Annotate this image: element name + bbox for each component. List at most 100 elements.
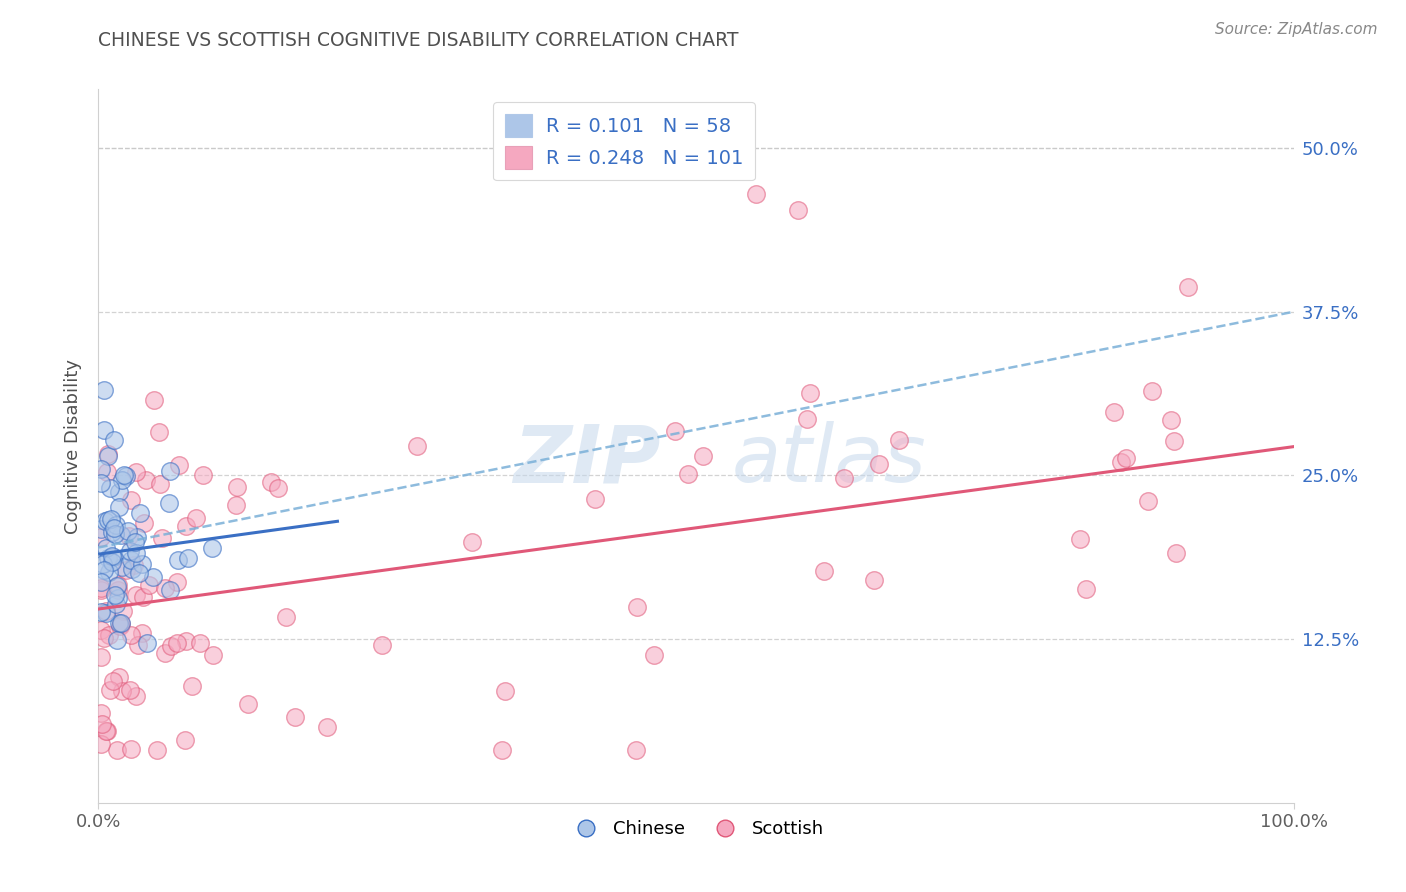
Point — [120, 492, 142, 507]
Point — [1142, 384, 1164, 398]
Point — [90, 606, 112, 620]
Point — [494, 684, 516, 698]
Point — [260, 475, 283, 489]
Point — [225, 498, 247, 512]
Point — [125, 690, 148, 704]
Point — [105, 578, 128, 592]
Point — [90, 522, 112, 536]
Point — [97, 628, 120, 642]
Point — [110, 559, 132, 574]
Point — [184, 511, 207, 525]
Point — [120, 544, 142, 558]
Point — [136, 636, 159, 650]
Point — [143, 392, 166, 407]
Point — [96, 465, 118, 479]
Point — [491, 743, 513, 757]
Point — [174, 634, 197, 648]
Point — [142, 570, 165, 584]
Point — [166, 574, 188, 589]
Point — [626, 600, 648, 615]
Point — [371, 638, 394, 652]
Point — [107, 500, 129, 515]
Point — [112, 468, 135, 483]
Point — [121, 561, 143, 575]
Point — [90, 462, 112, 476]
Point — [104, 526, 127, 541]
Point — [167, 458, 190, 473]
Point — [1136, 494, 1159, 508]
Point — [148, 425, 170, 439]
Text: ZIP: ZIP — [513, 421, 661, 500]
Text: Source: ZipAtlas.com: Source: ZipAtlas.com — [1215, 22, 1378, 37]
Point — [135, 473, 157, 487]
Point — [124, 465, 146, 479]
Point — [128, 566, 150, 580]
Point — [105, 597, 128, 611]
Point — [125, 588, 148, 602]
Point — [460, 534, 482, 549]
Point — [1115, 451, 1137, 466]
Point — [664, 425, 686, 439]
Point — [93, 423, 115, 437]
Point — [167, 553, 190, 567]
Point — [96, 723, 118, 738]
Point — [125, 546, 148, 560]
Point — [128, 506, 150, 520]
Point — [173, 732, 195, 747]
Point — [120, 553, 142, 567]
Point — [111, 473, 134, 487]
Point — [157, 496, 180, 510]
Point — [159, 583, 181, 598]
Point — [110, 528, 132, 542]
Point — [110, 616, 132, 631]
Point — [105, 633, 128, 648]
Point — [1109, 455, 1132, 469]
Point — [177, 551, 200, 566]
Point — [105, 743, 128, 757]
Point — [1102, 405, 1125, 419]
Point — [153, 646, 176, 660]
Point — [91, 557, 114, 571]
Point — [120, 627, 142, 641]
Point — [107, 591, 129, 605]
Point — [104, 588, 127, 602]
Point — [108, 619, 131, 633]
Point — [506, 161, 529, 175]
Point — [93, 563, 115, 577]
Point — [813, 564, 835, 578]
Point — [787, 202, 810, 217]
Point — [94, 606, 117, 620]
Point — [97, 565, 120, 579]
Point — [90, 717, 112, 731]
Point — [188, 636, 211, 650]
Point — [108, 616, 131, 631]
Point — [124, 558, 146, 573]
Point — [166, 635, 188, 649]
Point — [174, 519, 197, 533]
Point — [120, 742, 142, 756]
Point — [117, 524, 139, 539]
Y-axis label: Cognitive Disability: Cognitive Disability — [65, 359, 83, 533]
Point — [98, 683, 121, 698]
Point — [201, 648, 224, 663]
Point — [103, 433, 125, 447]
Point — [796, 412, 818, 426]
Point — [90, 475, 112, 490]
Point — [1163, 434, 1185, 449]
Point — [138, 578, 160, 592]
Point — [93, 384, 115, 398]
Point — [97, 447, 120, 461]
Point — [624, 743, 647, 757]
Point — [692, 450, 714, 464]
Point — [832, 471, 855, 485]
Point — [131, 590, 153, 604]
Point — [94, 514, 117, 528]
Point — [90, 575, 112, 590]
Point — [90, 581, 112, 595]
Point — [97, 550, 120, 565]
Point — [191, 468, 214, 483]
Point — [201, 541, 224, 555]
Point — [644, 648, 666, 663]
Point — [676, 467, 699, 482]
Point — [226, 480, 249, 494]
